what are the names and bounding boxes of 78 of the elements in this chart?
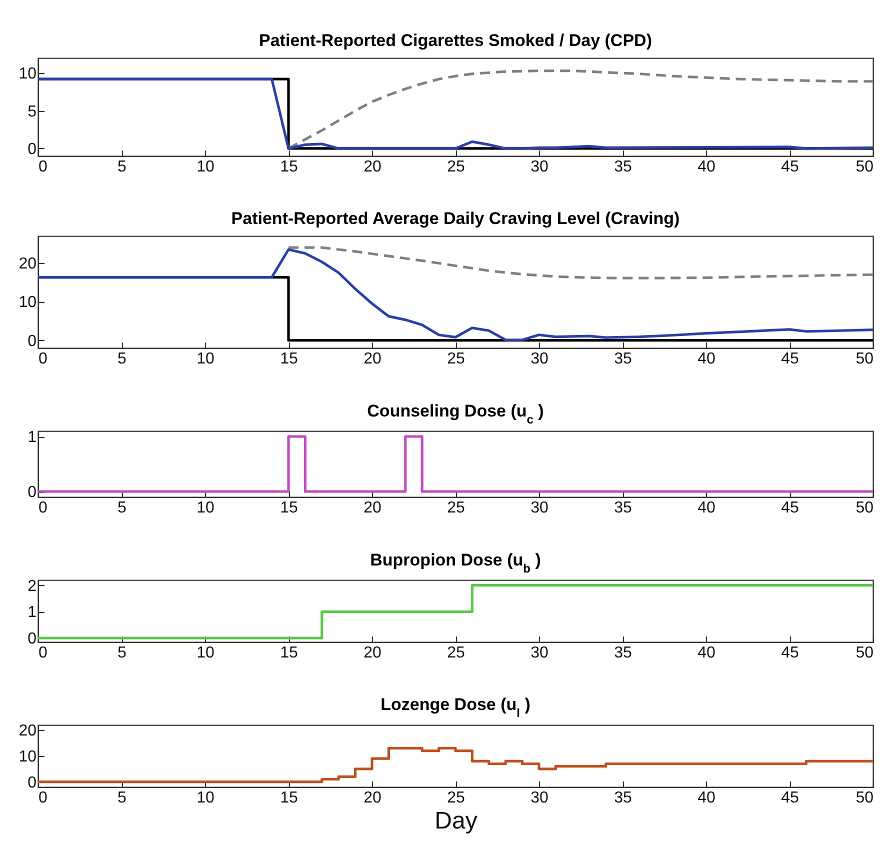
x-tick-label: 45 [781, 500, 799, 516]
x-tick-label: 10 [196, 350, 214, 368]
y-tick-label: 2 [28, 578, 37, 595]
x-tick-label: 25 [447, 158, 465, 176]
x-tick-label: 45 [781, 158, 799, 176]
y-tick-label: 1 [28, 604, 37, 622]
x-tick-label: 20 [364, 350, 382, 368]
line-series [287, 246, 873, 280]
x-tick-label: 5 [118, 350, 127, 368]
x-tick-label: 20 [364, 790, 382, 806]
y-tick-label: 0 [28, 140, 37, 158]
x-tick-label: 40 [698, 790, 716, 806]
x-tick-label: 20 [364, 158, 382, 176]
x-tick-label: 5 [118, 500, 127, 516]
x-tick-label: 15 [280, 500, 298, 516]
x-tick-label: 30 [530, 500, 548, 516]
x-axis-title: Day [434, 808, 478, 834]
x-tick-label: 0 [38, 644, 48, 662]
x-tick-label: 30 [530, 790, 548, 806]
x-tick-label: 0 [38, 500, 48, 516]
x-tick-label: 40 [698, 644, 716, 662]
x-tick-label: 25 [447, 350, 465, 368]
x-tick-label: 20 [364, 500, 382, 516]
chart-title: Patient-Reported Cigarettes Smoked / Day (CPD) [259, 31, 652, 50]
y-tick-label: 10 [18, 66, 37, 83]
x-tick-label: 5 [118, 158, 127, 176]
x-tick-label: 30 [530, 644, 548, 662]
y-tick-label: 0 [28, 332, 37, 350]
x-tick-label: 50 [856, 158, 874, 176]
x-tick-label: 0 [38, 350, 48, 368]
y-tick-label: 0 [28, 484, 37, 501]
x-tick-label: 35 [614, 158, 632, 176]
y-tick-label: 20 [18, 256, 37, 273]
chart-title: Counseling Dose (u$_{c}$ ) [367, 402, 544, 426]
x-tick-label: 25 [447, 644, 465, 662]
x-tick-label: 15 [280, 158, 298, 176]
y-tick-label: 10 [18, 294, 37, 312]
chart-title: Patient-Reported Average Daily Craving Level (Craving) [231, 209, 680, 228]
x-tick-label: 35 [614, 350, 632, 368]
x-tick-label: 50 [856, 644, 874, 662]
y-tick-label: 1 [28, 429, 37, 446]
line-series [38, 248, 873, 342]
x-tick-label: 40 [698, 350, 716, 368]
x-tick-label: 20 [364, 644, 382, 662]
y-tick-label: 5 [28, 103, 37, 120]
x-tick-label: 0 [38, 790, 48, 806]
line-series [287, 70, 873, 150]
x-tick-label: 50 [856, 350, 874, 368]
y-tick-label: 10 [18, 748, 37, 766]
x-tick-label: 35 [614, 790, 632, 806]
x-tick-label: 50 [856, 790, 874, 806]
x-tick-label: 25 [447, 790, 465, 806]
x-tick-label: 45 [781, 644, 799, 662]
x-tick-label: 5 [118, 644, 127, 662]
x-tick-label: 50 [856, 500, 874, 516]
x-tick-label: 45 [781, 790, 799, 806]
x-tick-label: 35 [614, 644, 632, 662]
x-tick-label: 35 [614, 500, 632, 516]
x-tick-label: 30 [530, 158, 548, 176]
x-tick-label: 10 [196, 500, 214, 516]
x-tick-label: 15 [280, 644, 298, 662]
y-tick-label: 0 [28, 774, 37, 792]
x-tick-label: 10 [196, 790, 214, 806]
x-tick-label: 30 [530, 350, 548, 368]
y-tick-label: 20 [18, 722, 37, 740]
x-tick-label: 15 [280, 790, 298, 806]
x-tick-label: 10 [196, 644, 214, 662]
x-tick-label: 40 [698, 500, 716, 516]
x-tick-label: 0 [38, 158, 48, 176]
x-tick-label: 5 [118, 790, 127, 806]
x-tick-label: 25 [447, 500, 465, 516]
chart-title: Bupropion Dose (u$_{b}$ ) [370, 550, 541, 576]
x-tick-label: 40 [698, 158, 716, 176]
y-tick-label: 0 [28, 630, 37, 648]
chart-title: Lozenge Dose (u$_{l}$ ) [380, 695, 530, 720]
x-tick-label: 10 [196, 158, 214, 176]
x-tick-label: 45 [781, 350, 799, 368]
x-tick-label: 15 [280, 350, 298, 368]
